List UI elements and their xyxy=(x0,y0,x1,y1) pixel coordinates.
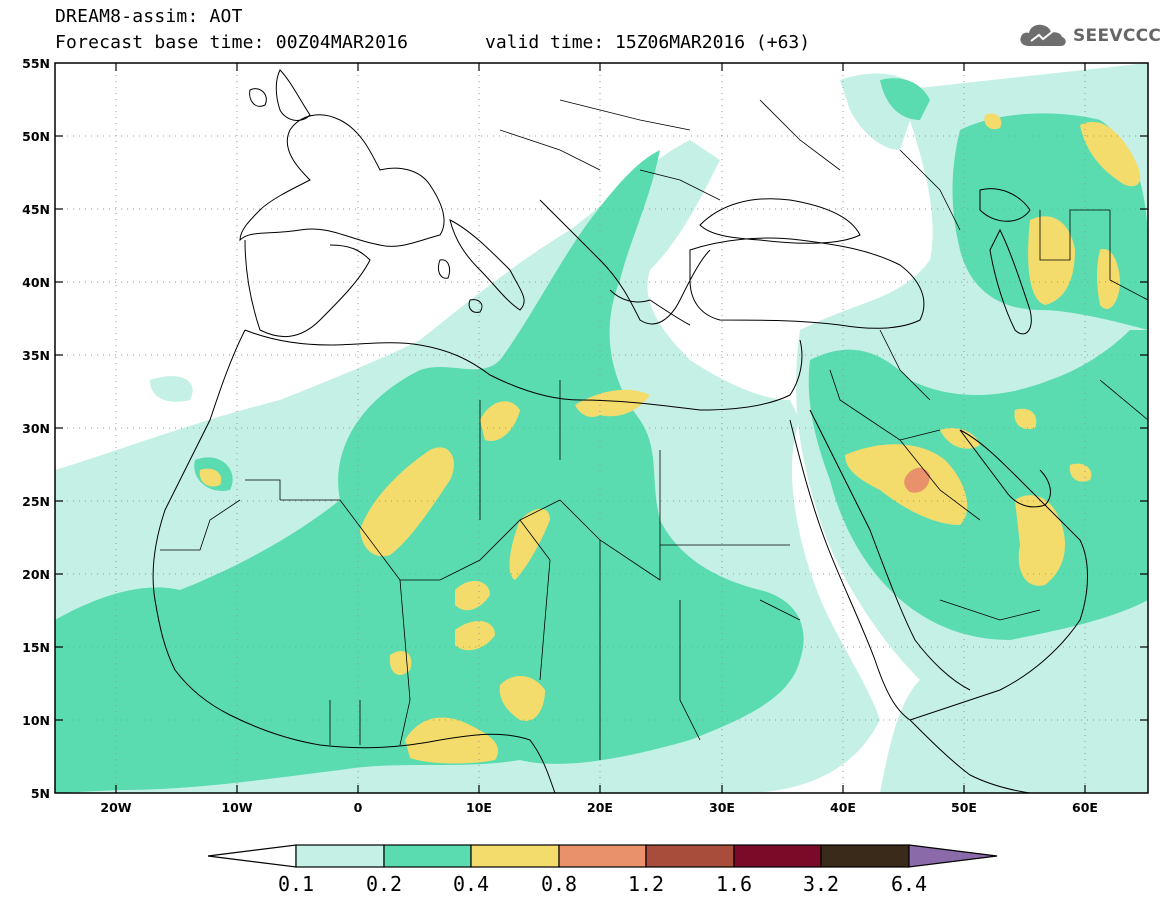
forecast-base-time: Forecast base time: 00Z04MAR2016 xyxy=(55,32,409,53)
aot-field xyxy=(55,63,1148,793)
cloud-icon xyxy=(1020,24,1066,46)
colorbar-segment xyxy=(733,844,822,868)
colorbar-label: 1.6 xyxy=(716,872,752,896)
colorbar-segment-under xyxy=(207,844,297,868)
colorbar-segment xyxy=(820,844,910,868)
valid-time: valid time: 15Z06MAR2016 (+63) xyxy=(485,32,811,53)
aot-level-0-8 xyxy=(904,467,930,493)
colorbar-label: 0.2 xyxy=(366,872,402,896)
lon-tick-label: 30E xyxy=(709,800,735,815)
lat-labels: 55N 50N 45N 40N 35N 30N 25N 20N 15N 10N … xyxy=(22,56,50,801)
logo-text: SEEVCCC xyxy=(1073,26,1162,46)
lon-tick-label: 40E xyxy=(830,800,856,815)
lat-tick-label: 40N xyxy=(22,275,50,290)
map-grid xyxy=(55,63,1148,793)
lon-tick-label: 60E xyxy=(1072,800,1098,815)
lon-labels: 20W 10W 0 10E 20E 30E 40E 50E 60E xyxy=(100,800,1098,815)
borders xyxy=(160,99,1148,760)
lon-tick-label: 20W xyxy=(100,800,131,815)
colorbar-label: 0.4 xyxy=(453,872,489,896)
seevccc-logo: SEEVCCC xyxy=(1017,22,1161,50)
lon-tick-label: 20E xyxy=(587,800,613,815)
lat-tick-label: 35N xyxy=(22,348,50,363)
colorbar-label: 0.8 xyxy=(541,872,577,896)
colorbar-segment xyxy=(383,844,472,868)
colorbar-segment-over xyxy=(908,844,998,868)
colorbar-label: 3.2 xyxy=(803,872,839,896)
lon-tick-label: 10E xyxy=(466,800,492,815)
lat-tick-label: 15N xyxy=(22,640,50,655)
lon-tick-label: 50E xyxy=(951,800,977,815)
lon-tick-label: 10W xyxy=(221,800,252,815)
lon-tick-label: 0 xyxy=(354,800,363,815)
coastlines xyxy=(152,69,1088,793)
colorbar-label: 1.2 xyxy=(628,872,664,896)
axis-ticks xyxy=(55,63,1148,793)
map-title: DREAM8-assim: AOT xyxy=(55,6,243,27)
colorbar-segment xyxy=(645,844,735,868)
colorbar-segment xyxy=(558,844,647,868)
colorbar xyxy=(207,844,998,868)
aot-level-0-4 xyxy=(199,113,1141,764)
lat-tick-label: 30N xyxy=(22,421,50,436)
lat-tick-label: 55N xyxy=(22,56,50,71)
colorbar-segment xyxy=(295,844,385,868)
colorbar-labels: 0.1 0.2 0.4 0.8 1.2 1.6 3.2 6.4 xyxy=(278,872,927,896)
colorbar-label: 0.1 xyxy=(278,872,314,896)
lat-tick-label: 5N xyxy=(31,786,50,801)
lat-tick-label: 25N xyxy=(22,494,50,509)
colorbar-segment xyxy=(470,844,560,868)
lat-tick-label: 45N xyxy=(22,202,50,217)
lat-tick-label: 20N xyxy=(22,567,50,582)
colorbar-label: 6.4 xyxy=(891,872,927,896)
lat-tick-label: 50N xyxy=(22,129,50,144)
lat-tick-label: 10N xyxy=(22,713,50,728)
